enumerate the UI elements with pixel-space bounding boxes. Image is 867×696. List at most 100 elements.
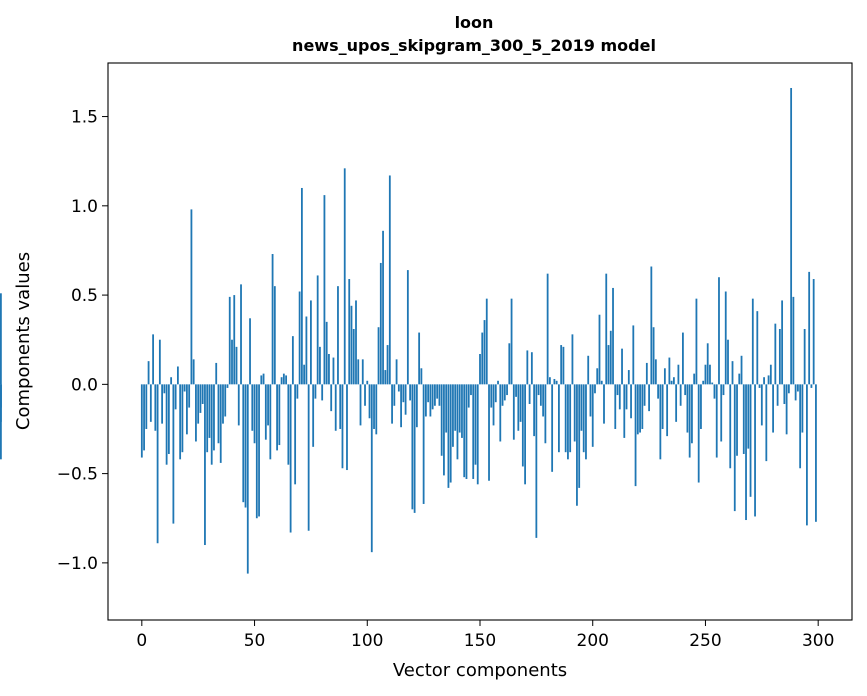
- bar: [366, 380, 369, 385]
- bar: [454, 384, 457, 431]
- bar: [244, 384, 247, 508]
- bar: [271, 254, 274, 385]
- bar: [571, 334, 574, 385]
- bar: [269, 384, 272, 460]
- bar: [510, 298, 513, 385]
- bar: [731, 361, 734, 385]
- bar: [235, 346, 238, 385]
- bar: [700, 384, 702, 429]
- bar: [278, 384, 281, 446]
- bar: [341, 384, 344, 469]
- bar: [564, 384, 567, 453]
- bar: [242, 384, 245, 503]
- bar: [339, 384, 342, 429]
- bar: [420, 368, 423, 385]
- bar: [636, 384, 639, 435]
- bar: [781, 300, 784, 385]
- bar: [691, 384, 693, 444]
- bar: [517, 384, 520, 431]
- bar: [794, 384, 797, 401]
- bar: [778, 329, 781, 385]
- bar: [569, 384, 572, 453]
- bar: [499, 384, 502, 442]
- bar: [373, 384, 375, 429]
- bar: [594, 384, 596, 394]
- bar: [693, 373, 696, 385]
- bar: [402, 384, 405, 403]
- bar: [808, 271, 811, 385]
- bar: [537, 384, 540, 396]
- bar: [253, 384, 256, 444]
- bar: [231, 339, 233, 385]
- bar: [431, 384, 434, 410]
- bar: [233, 295, 236, 385]
- bar: [576, 384, 578, 506]
- chart-title-sub: news_upos_skipgram_300_5_2019 model: [292, 36, 656, 55]
- bar: [533, 384, 536, 437]
- bar: [255, 384, 258, 519]
- bar: [672, 377, 675, 385]
- bar: [145, 384, 148, 429]
- bar: [386, 345, 389, 385]
- bar: [749, 384, 752, 497]
- bar: [704, 364, 707, 385]
- bar: [625, 384, 628, 410]
- bar: [609, 330, 612, 385]
- y-axis-ticks: −1.0 −0.5 0.0 0.5 1.0 1.5: [57, 108, 108, 574]
- bar: [623, 384, 626, 438]
- x-tick-label: 50: [244, 631, 266, 651]
- bar: [738, 373, 741, 385]
- bar: [343, 168, 346, 385]
- bar: [720, 384, 723, 442]
- bar: [751, 298, 754, 385]
- bar: [334, 384, 337, 431]
- bar: [598, 314, 601, 385]
- bar: [452, 384, 454, 447]
- bar: [648, 384, 650, 412]
- bar: [370, 384, 373, 553]
- bar: [562, 346, 565, 385]
- bar: [183, 384, 186, 392]
- bar: [215, 362, 218, 385]
- bar: [298, 291, 301, 385]
- bar: [677, 364, 680, 385]
- bar: [709, 364, 711, 385]
- bar: [192, 359, 195, 385]
- bar: [796, 384, 799, 392]
- bars-layer: [0, 87, 817, 574]
- bar: [167, 384, 170, 454]
- bar: [330, 384, 333, 412]
- bar: [670, 380, 673, 385]
- bar: [558, 384, 560, 453]
- bar: [391, 384, 393, 424]
- bar: [754, 384, 756, 517]
- y-axis-label: Components values: [13, 252, 34, 430]
- bar: [156, 384, 159, 544]
- bar: [154, 384, 157, 431]
- bar: [443, 384, 445, 476]
- bar: [427, 384, 430, 403]
- bar: [287, 384, 290, 465]
- bar: [763, 377, 765, 385]
- bar: [249, 318, 251, 385]
- bar: [684, 384, 687, 396]
- bar: [679, 384, 682, 406]
- bar: [163, 384, 166, 394]
- bar: [312, 384, 315, 447]
- x-tick-label: 0: [136, 631, 147, 651]
- bar: [476, 384, 479, 485]
- bar: [300, 187, 303, 385]
- bar: [165, 384, 168, 465]
- bar: [722, 384, 725, 396]
- bar: [172, 384, 175, 524]
- bar: [587, 355, 590, 385]
- bar: [140, 384, 143, 458]
- bar: [384, 370, 387, 385]
- bar: [447, 384, 450, 488]
- bar: [715, 384, 718, 458]
- bar: [319, 346, 321, 385]
- bar: [634, 384, 637, 487]
- bar: [328, 354, 330, 385]
- bar: [607, 345, 610, 385]
- x-tick-label: 200: [577, 631, 609, 651]
